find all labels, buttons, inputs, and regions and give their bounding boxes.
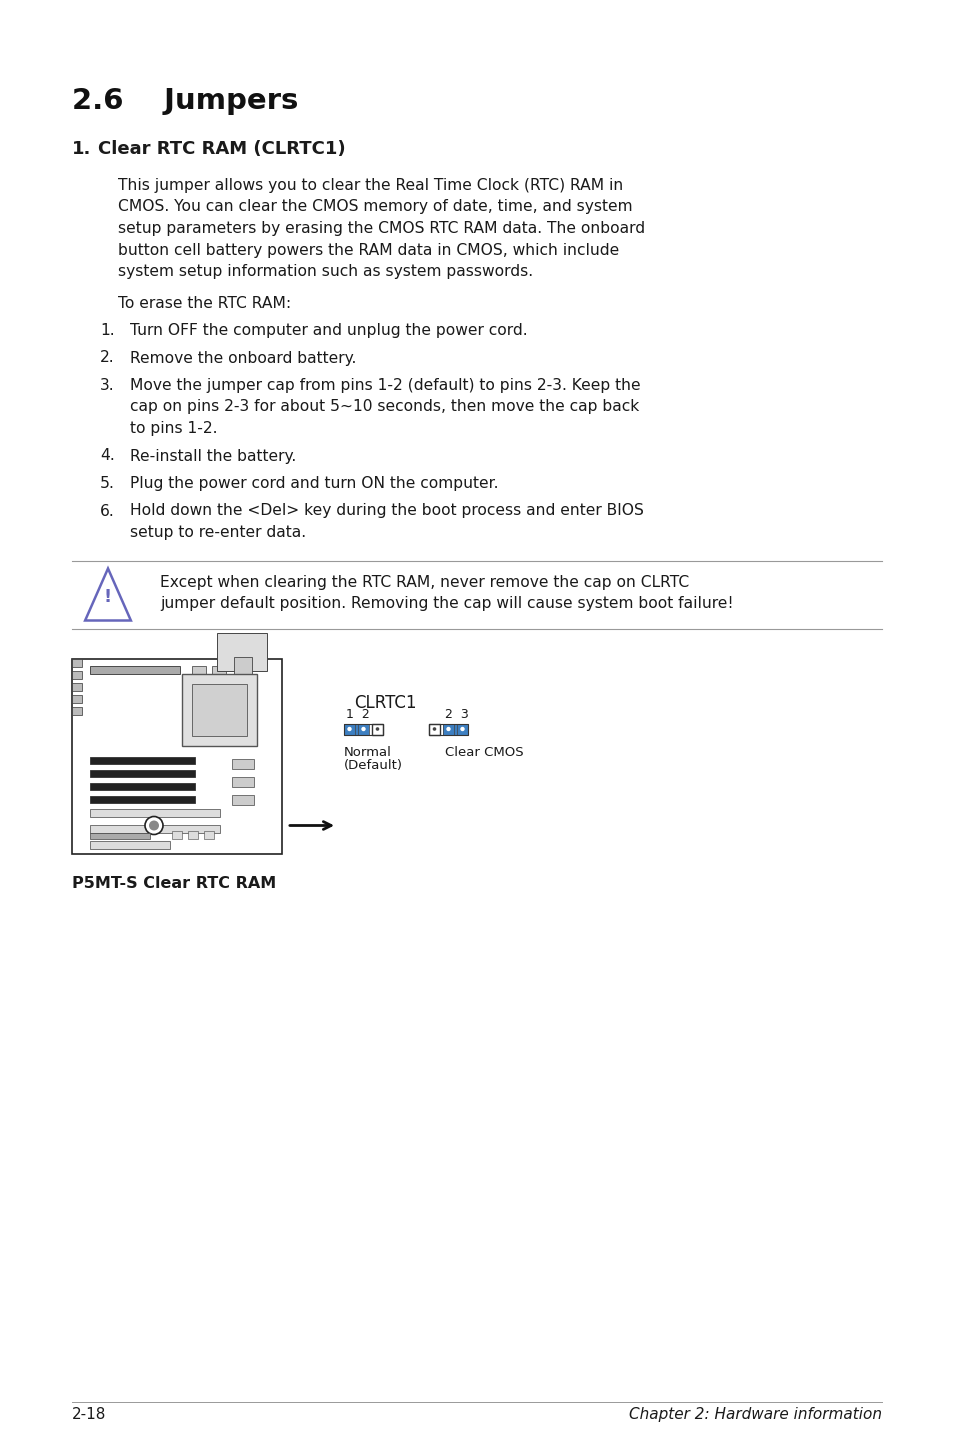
Text: 5.: 5. [100,476,114,490]
Text: 4.: 4. [100,449,114,463]
Circle shape [149,821,159,831]
Circle shape [375,728,379,731]
Text: To erase the RTC RAM:: To erase the RTC RAM: [118,295,291,311]
Text: Move the jumper cap from pins 1-2 (default) to pins 2-3. Keep the: Move the jumper cap from pins 1-2 (defau… [130,378,640,393]
Text: !: ! [104,588,112,607]
Text: P5MT-S Clear RTC RAM: P5MT-S Clear RTC RAM [71,876,276,890]
Text: 6.: 6. [100,503,114,519]
Bar [232,795,253,804]
Bar [90,833,150,838]
Text: Hold down the <Del> key during the boot process and enter BIOS: Hold down the <Del> key during the boot … [130,503,643,519]
Bar [429,723,439,735]
Text: Normal: Normal [344,745,392,758]
Text: 2-18: 2-18 [71,1406,107,1422]
Text: (Default): (Default) [344,758,402,772]
Bar [71,659,82,666]
Bar [232,758,253,768]
Text: setup parameters by erasing the CMOS RTC RAM data. The onboard: setup parameters by erasing the CMOS RTC… [118,221,644,236]
Bar [90,769,194,777]
Bar [442,723,468,735]
Bar [192,666,206,673]
Bar [90,782,194,789]
Text: Re-install the battery.: Re-install the battery. [130,449,296,463]
Text: This jumper allows you to clear the Real Time Clock (RTC) RAM in: This jumper allows you to clear the Real… [118,178,622,193]
Bar [90,795,194,802]
Text: Except when clearing the RTC RAM, never remove the cap on CLRTC: Except when clearing the RTC RAM, never … [160,575,688,590]
Text: cap on pins 2-3 for about 5~10 seconds, then move the cap back: cap on pins 2-3 for about 5~10 seconds, … [130,400,639,414]
Bar [71,695,82,703]
Bar [71,683,82,690]
Bar [344,723,355,735]
Bar [172,831,182,838]
Bar [429,723,468,735]
Text: Turn OFF the computer and unplug the power cord.: Turn OFF the computer and unplug the pow… [130,324,527,338]
Text: to pins 1-2.: to pins 1-2. [130,421,217,436]
Bar [182,673,256,745]
Bar [90,756,194,764]
Bar [71,670,82,679]
Text: button cell battery powers the RAM data in CMOS, which include: button cell battery powers the RAM data … [118,243,618,257]
Bar [442,723,454,735]
Text: setup to re-enter data.: setup to re-enter data. [130,525,306,541]
Circle shape [145,817,163,834]
Text: Clear CMOS: Clear CMOS [444,745,523,758]
Text: system setup information such as system passwords.: system setup information such as system … [118,265,533,279]
Text: 2.6    Jumpers: 2.6 Jumpers [71,88,298,115]
Text: Plug the power cord and turn ON the computer.: Plug the power cord and turn ON the comp… [130,476,498,490]
Bar [216,633,267,670]
Bar [233,657,252,679]
Bar [90,808,220,817]
Bar [71,659,282,854]
Text: 2  3: 2 3 [444,707,468,720]
Bar [71,706,82,715]
Text: 3.: 3. [100,378,114,393]
Circle shape [459,726,464,731]
Bar [90,666,180,673]
Text: jumper default position. Removing the cap will cause system boot failure!: jumper default position. Removing the ca… [160,595,733,611]
Text: Remove the onboard battery.: Remove the onboard battery. [130,351,356,365]
Bar [344,723,369,735]
Text: 1  2: 1 2 [346,707,370,720]
Text: CMOS. You can clear the CMOS memory of date, time, and system: CMOS. You can clear the CMOS memory of d… [118,200,632,214]
Text: Clear RTC RAM (CLRTC1): Clear RTC RAM (CLRTC1) [98,139,345,158]
Bar [188,831,198,838]
Circle shape [347,726,352,731]
Circle shape [433,728,436,731]
Bar [212,666,226,673]
Text: Chapter 2: Hardware information: Chapter 2: Hardware information [628,1406,882,1422]
Text: CLRTC1: CLRTC1 [354,693,416,712]
Circle shape [361,726,365,731]
Text: 2.: 2. [100,351,114,365]
Circle shape [446,726,450,731]
Bar [90,824,220,833]
Text: 1.: 1. [100,324,114,338]
Bar [90,840,170,848]
Bar [344,723,382,735]
Bar [192,683,247,735]
Bar [372,723,382,735]
Bar [204,831,213,838]
Bar [232,777,253,787]
Bar [456,723,468,735]
Bar [357,723,369,735]
Text: 1.: 1. [71,139,91,158]
